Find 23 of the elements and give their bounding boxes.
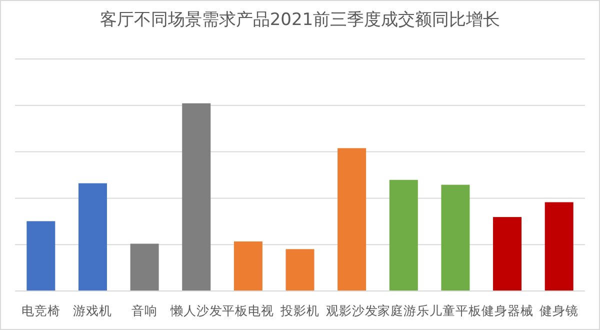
bar [338,148,366,291]
x-tick-label: 健身镜 [540,303,579,318]
x-tick-label: 音响 [132,303,158,318]
x-tick-label: 健身器械 [481,303,534,318]
bar [234,241,262,291]
x-tick-label: 平板电视 [222,303,274,318]
x-tick-label: 观影沙发 [326,303,378,318]
bar [286,249,314,291]
bar [544,202,574,291]
x-tick-label: 懒人沙发 [169,303,222,318]
chart-title: 客厅不同场景需求产品2021前三季度成交额同比增长 [100,10,500,30]
x-tick-label: 家庭游乐 [378,303,430,318]
x-tick-label: 电竞椅 [21,303,60,318]
bar [389,180,418,291]
bar [441,184,470,291]
bar [182,103,211,291]
bar [78,183,107,291]
bar [130,244,159,291]
x-tick-label: 投影机 [280,303,320,318]
x-tick-label: 儿童平板 [429,303,482,318]
bar [26,221,56,291]
x-tick-label: 游戏机 [73,303,112,318]
bar [493,217,522,291]
